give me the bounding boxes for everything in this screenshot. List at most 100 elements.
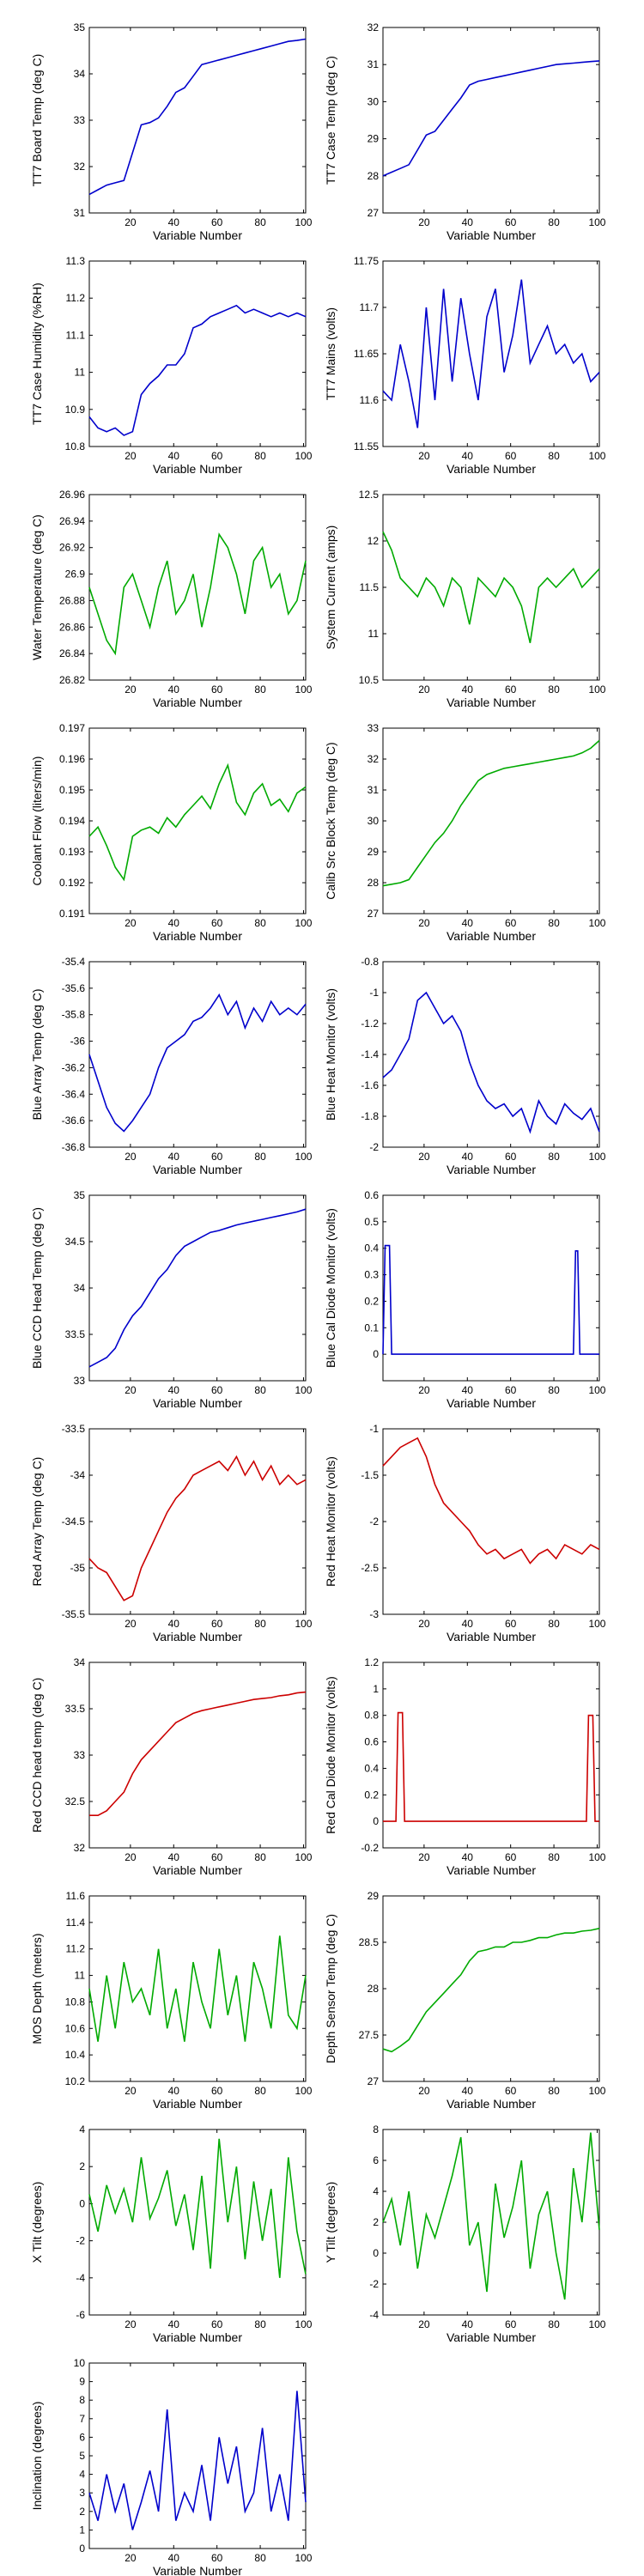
x-tick-label: 20: [125, 450, 137, 462]
x-axis-label: Variable Number: [447, 1630, 536, 1643]
y-axis-label: Coolant Flow (liters/min): [30, 756, 44, 886]
plot-frame: [382, 1662, 600, 1849]
subplot-17: 20 40 60 80 100 10.2 10.4 10.6 10.8 11 11.2 11.4 11.…: [30, 1890, 313, 2111]
x-tick-label: 40: [168, 216, 180, 228]
x-tick-label: 40: [168, 2318, 180, 2330]
x-axis-label: Variable Number: [447, 1396, 536, 1410]
y-tick-label: 5: [79, 2450, 85, 2462]
y-axis-label: System Current (amps): [324, 526, 337, 650]
x-tick-label: 80: [254, 2552, 266, 2564]
plot-frame: [88, 2129, 307, 2316]
x-axis-label: Variable Number: [153, 1163, 242, 1176]
y-tick-label: -2: [76, 2235, 85, 2247]
x-tick-label: 80: [254, 1384, 266, 1396]
x-tick-label: 100: [295, 2318, 312, 2330]
y-tick-label: 34: [74, 1282, 86, 1294]
x-tick-label: 40: [462, 2318, 474, 2330]
y-tick-label: -6: [76, 2309, 85, 2321]
series-line: [383, 1711, 599, 1822]
y-tick-label: -1.5: [361, 1469, 379, 1481]
y-tick-label: 0.195: [59, 784, 85, 796]
x-tick-label: 60: [211, 1851, 223, 1863]
y-tick-label: 29: [368, 133, 380, 145]
y-tick-label: 11.65: [354, 348, 379, 360]
x-axis-label: Variable Number: [447, 696, 536, 709]
y-tick-label: -4: [76, 2272, 85, 2284]
plot-frame: [382, 961, 600, 1148]
y-tick-label: 6: [79, 2431, 85, 2443]
y-tick-label: 0.191: [59, 908, 85, 920]
plot-frame: [382, 1428, 600, 1615]
y-tick-label: 28: [368, 170, 380, 182]
x-axis-label: Variable Number: [447, 2330, 536, 2344]
x-tick-label: 20: [125, 1384, 137, 1396]
y-tick-label: -2: [369, 1141, 379, 1153]
x-tick-label: 20: [418, 917, 430, 929]
x-axis-label: Variable Number: [153, 2564, 242, 2576]
x-tick-label: 100: [295, 917, 312, 929]
x-tick-label: 20: [418, 216, 430, 228]
y-tick-label: -3: [369, 1608, 379, 1620]
y-tick-label: -36.2: [62, 1061, 86, 1073]
y-tick-label: 0: [373, 1348, 379, 1360]
y-tick-label: 0.6: [364, 1189, 379, 1201]
x-tick-label: 80: [548, 2318, 560, 2330]
x-axis-label: Variable Number: [153, 2330, 242, 2344]
x-tick-label: 100: [295, 2085, 312, 2097]
y-tick-label: 11.1: [66, 329, 86, 341]
y-axis-label: TT7 Case Humidity (%RH): [30, 283, 44, 425]
x-tick-label: 100: [295, 2552, 312, 2564]
x-tick-label: 100: [295, 683, 312, 696]
y-tick-label: 11: [368, 628, 380, 640]
series-line: [88, 1455, 307, 1601]
y-tick-label: 0.193: [59, 846, 85, 858]
y-tick-label: 0.192: [59, 877, 85, 889]
y-tick-label: -1.2: [361, 1018, 379, 1030]
y-tick-label: 10.6: [65, 2022, 86, 2034]
x-axis-label: Variable Number: [153, 1396, 242, 1410]
plot-frame: [88, 1662, 307, 1849]
y-tick-label: -2: [369, 2278, 379, 2290]
plot-frame: [382, 27, 600, 214]
y-tick-label: -1.4: [361, 1048, 379, 1060]
plot-frame: [88, 1895, 307, 2082]
x-tick-label: 100: [588, 1151, 605, 1163]
x-tick-label: 100: [588, 1384, 605, 1396]
x-axis-label: Variable Number: [153, 1863, 242, 1877]
x-tick-label: 80: [548, 1618, 560, 1630]
y-tick-label: 26.84: [59, 647, 85, 659]
series-line: [382, 739, 600, 887]
y-tick-label: 28: [368, 1983, 380, 1995]
x-tick-label: 80: [548, 450, 560, 462]
x-tick-label: 20: [418, 2318, 430, 2330]
y-tick-label: 26.9: [65, 568, 86, 580]
y-tick-label: 0: [373, 2247, 379, 2259]
series-line: [88, 1208, 307, 1368]
series-line: [382, 1928, 600, 2053]
series-line: [88, 1935, 307, 2042]
y-tick-label: -0.8: [361, 956, 379, 968]
x-tick-label: 100: [588, 216, 605, 228]
y-tick-label: 27: [368, 207, 380, 219]
series-line: [88, 993, 307, 1133]
y-tick-label: -33.5: [62, 1423, 86, 1435]
y-tick-label: 2: [79, 2160, 85, 2172]
x-tick-label: 60: [505, 683, 517, 696]
x-tick-label: 60: [505, 917, 517, 929]
subplot-19: 20 40 60 80 100 -6 -4 -2 0 2 4 Variable Number X Til…: [30, 2123, 313, 2344]
x-tick-label: 40: [168, 1384, 180, 1396]
plot-frame: [88, 2362, 307, 2549]
x-tick-label: 60: [505, 2318, 517, 2330]
plot-frame: [88, 27, 307, 214]
x-axis-label: Variable Number: [447, 2097, 536, 2111]
y-tick-label: -36.6: [62, 1115, 86, 1127]
y-axis-label: TT7 Board Temp (deg C): [30, 54, 44, 187]
y-tick-label: -0.2: [361, 1842, 379, 1854]
y-tick-label: 29: [368, 846, 380, 858]
x-tick-label: 20: [418, 2085, 430, 2097]
subplot-15: 20 40 60 80 100 32 32.5 33 33.5 34 Variable Number…: [30, 1656, 313, 1877]
y-tick-label: 1.2: [364, 1656, 379, 1668]
y-tick-label: 11.2: [66, 1943, 86, 1955]
x-tick-label: 80: [254, 2318, 266, 2330]
x-tick-label: 80: [254, 1851, 266, 1863]
